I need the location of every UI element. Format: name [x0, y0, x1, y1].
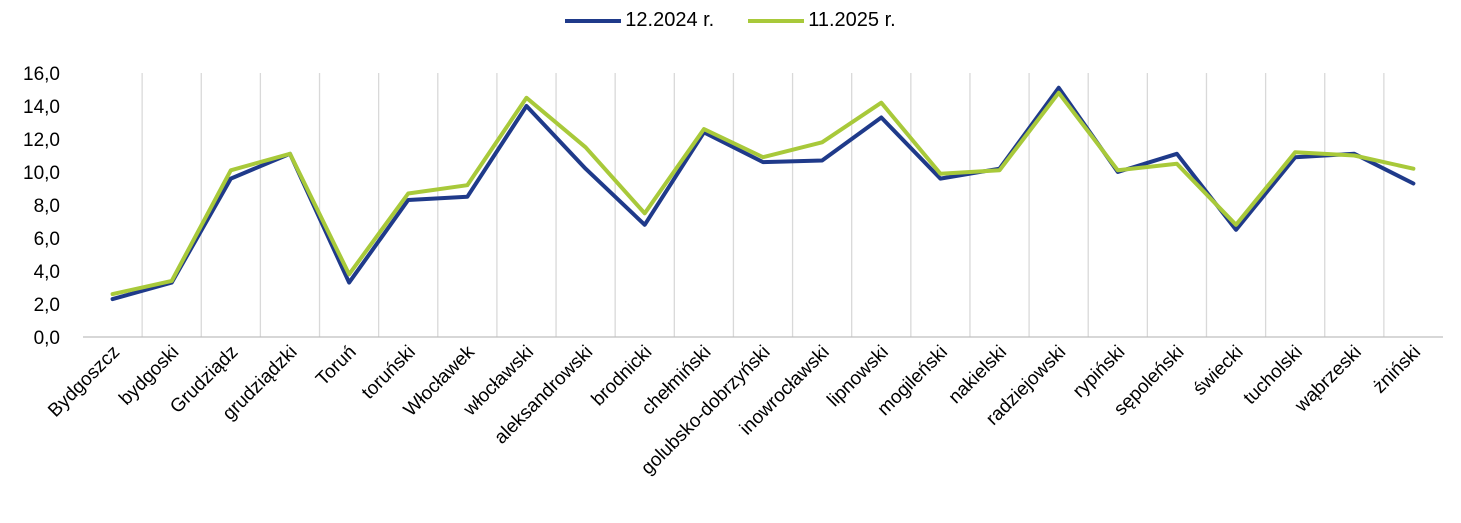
x-tick-label: Toruń [312, 342, 360, 390]
y-tick-label: 10,0 [23, 163, 60, 184]
legend-item-series-1: 12.2024 r. [565, 9, 714, 32]
y-tick-label: 6,0 [34, 229, 60, 250]
x-tick-label: świecki [1189, 342, 1247, 400]
y-tick-label: 8,0 [34, 196, 60, 217]
y-tick-label: 0,0 [34, 328, 60, 349]
legend-swatch-series-2 [748, 18, 805, 23]
legend: 12.2024 r. 11.2025 r. [0, 9, 1461, 32]
y-tick-label: 16,0 [23, 64, 60, 85]
series-line-1 [110, 85, 1416, 302]
legend-label-series-1: 12.2024 r. [625, 9, 715, 31]
x-tick-label: Bydgoszcz [44, 342, 124, 422]
legend-item-series-2: 11.2025 r. [748, 9, 896, 32]
y-tick-label: 4,0 [34, 262, 60, 283]
series-line-2 [110, 90, 1416, 297]
y-tick-label: 12,0 [23, 130, 60, 151]
y-tick-label: 14,0 [23, 97, 60, 118]
x-tick-label: żniński [1369, 342, 1425, 398]
legend-label-series-2: 11.2025 r. [808, 9, 896, 31]
legend-swatch-series-1 [565, 18, 622, 23]
y-tick-label: 2,0 [34, 295, 60, 316]
x-tick-label: rypiński [1069, 342, 1129, 402]
